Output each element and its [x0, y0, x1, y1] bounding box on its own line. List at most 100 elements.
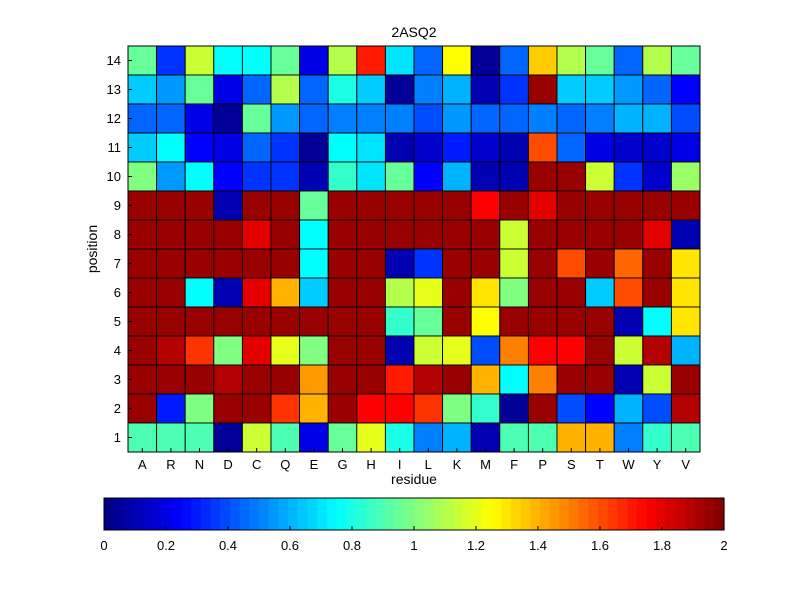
y-tick-label: 2: [114, 401, 121, 416]
heatmap-cell: [299, 277, 329, 308]
heatmap-cell: [184, 335, 215, 366]
heatmap-cell: [556, 132, 587, 163]
colorbar-tick-label: 1: [410, 538, 417, 553]
heatmap-cell: [670, 190, 701, 221]
colorbar-segment: [452, 498, 464, 530]
heatmap-cell: [213, 364, 243, 395]
heatmap-cell: [642, 393, 672, 424]
heatmap-cell: [241, 422, 272, 453]
heatmap-cell: [556, 161, 587, 192]
heatmap-cell: [270, 248, 301, 279]
colorbar-segment: [181, 498, 192, 530]
heatmap-cell: [299, 45, 329, 76]
heatmap-cell: [156, 132, 186, 163]
heatmap-cell: [527, 364, 558, 395]
heatmap-cell: [670, 277, 701, 308]
heatmap-cell: [556, 422, 587, 453]
heatmap-cell: [642, 248, 672, 279]
heatmap-cell: [356, 190, 386, 221]
heatmap-cell: [156, 161, 186, 192]
heatmap-cell: [184, 248, 215, 279]
heatmap-cell: [413, 393, 444, 424]
heatmap-cell: [670, 393, 701, 424]
heatmap-cell: [670, 74, 701, 105]
heatmap-cell: [499, 422, 529, 453]
heatmap-cell: [442, 277, 472, 308]
heatmap-cell: [384, 190, 415, 221]
heatmap-cell: [670, 45, 701, 76]
heatmap-cell: [241, 364, 272, 395]
heatmap-cell: [556, 190, 587, 221]
heatmap-cell: [613, 422, 644, 453]
heatmap-cell: [327, 393, 358, 424]
heatmap-cell: [156, 422, 186, 453]
heatmap-cell: [241, 306, 272, 337]
heatmap-cell: [585, 74, 615, 105]
heatmap-cell: [270, 393, 301, 424]
heatmap-cell: [184, 219, 215, 250]
heatmap-cell: [241, 45, 272, 76]
heatmap-cells: [127, 45, 701, 453]
y-tick-label: 3: [114, 372, 121, 387]
heatmap-cell: [299, 364, 329, 395]
heatmap-cell: [356, 393, 386, 424]
heatmap-cell: [499, 248, 529, 279]
heatmap-cell: [442, 335, 472, 366]
heatmap-cell: [613, 393, 644, 424]
colorbar: [104, 498, 725, 530]
heatmap-cell: [413, 335, 444, 366]
heatmap-cell: [356, 132, 386, 163]
heatmap-cell: [499, 190, 529, 221]
heatmap-cell: [470, 45, 501, 76]
heatmap-cell: [327, 306, 358, 337]
heatmap-cell: [642, 306, 672, 337]
colorbar-segment: [433, 498, 444, 530]
heatmap-cell: [184, 364, 215, 395]
heatmap-cell: [613, 306, 644, 337]
heatmap-cell: [413, 45, 444, 76]
heatmap-cell: [270, 364, 301, 395]
heatmap-cell: [356, 161, 386, 192]
heatmap-cell: [670, 161, 701, 192]
colorbar-segment: [133, 498, 144, 530]
y-tick-label: 4: [114, 343, 121, 358]
heatmap-cell: [127, 45, 158, 76]
heatmap-cell: [527, 190, 558, 221]
heatmap-cell: [585, 364, 615, 395]
heatmap-cell: [213, 306, 243, 337]
heatmap-cell: [556, 393, 587, 424]
heatmap-cell: [156, 248, 186, 279]
heatmap-cell: [127, 306, 158, 337]
heatmap-cell: [556, 364, 587, 395]
heatmap-cell: [270, 335, 301, 366]
colorbar-segment: [375, 498, 386, 530]
heatmap-cell: [670, 306, 701, 337]
colorbar-segment: [104, 498, 115, 530]
heatmap-cell: [156, 306, 186, 337]
y-tick-label: 9: [114, 198, 121, 213]
heatmap-cell: [270, 277, 301, 308]
heatmap-cell: [470, 103, 501, 134]
y-tick-label: 7: [114, 256, 121, 271]
heatmap-cell: [299, 132, 329, 163]
heatmap-cell: [642, 74, 672, 105]
heatmap-cell: [299, 74, 329, 105]
colorbar-segment: [617, 498, 628, 530]
heatmap-cell: [184, 45, 215, 76]
colorbar-segment: [520, 498, 531, 530]
heatmap-cell: [413, 422, 444, 453]
heatmap-cell: [470, 219, 501, 250]
x-tick-label: H: [366, 457, 375, 472]
colorbar-segment: [239, 498, 250, 530]
heatmap-cell: [556, 74, 587, 105]
heatmap-cell: [384, 364, 415, 395]
heatmap-cell: [156, 335, 186, 366]
y-tick-label: 1: [114, 430, 121, 445]
heatmap-cell: [184, 306, 215, 337]
heatmap-cell: [642, 45, 672, 76]
colorbar-segment: [162, 498, 173, 530]
heatmap-cell: [642, 190, 672, 221]
x-tick-label: P: [538, 457, 547, 472]
heatmap-cell: [184, 393, 215, 424]
